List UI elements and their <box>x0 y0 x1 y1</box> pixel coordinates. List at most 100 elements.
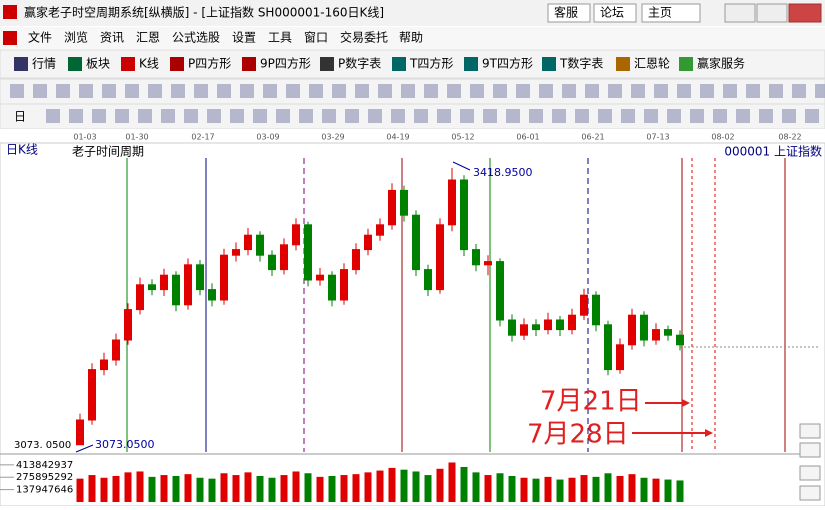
panel-label: 日K线 <box>6 143 38 157</box>
tool-icon <box>299 109 313 123</box>
volume-bar <box>532 478 540 502</box>
toolbar-icon <box>170 57 184 71</box>
toolbar-icon <box>679 57 693 71</box>
toolbar-item[interactable]: P四方形 <box>188 56 231 71</box>
tool-icon <box>470 84 484 98</box>
tool-icon <box>769 84 783 98</box>
volume-bar <box>496 473 504 502</box>
volume-bar <box>520 477 528 502</box>
candle-body <box>364 234 372 251</box>
candle-body <box>304 224 312 281</box>
menu-item[interactable]: 交易委托 <box>340 30 388 45</box>
tool-icon <box>253 109 267 123</box>
tool-icon <box>736 109 750 123</box>
tool-icon <box>56 84 70 98</box>
toolbar-item[interactable]: K线 <box>139 57 159 71</box>
close-button[interactable] <box>788 3 822 23</box>
chart-area <box>0 142 825 507</box>
volume-bar <box>196 477 204 502</box>
scroll-button[interactable] <box>799 485 821 501</box>
tool-icon <box>621 109 635 123</box>
candle-body <box>664 329 672 336</box>
scroll-button[interactable] <box>799 442 821 458</box>
toolbar-icon <box>320 57 334 71</box>
volume-bar <box>400 469 408 502</box>
toolbar-icon <box>14 57 28 71</box>
tool-icon <box>414 109 428 123</box>
volume-bar <box>232 475 240 502</box>
tool-icon <box>184 109 198 123</box>
volume-bar <box>448 462 456 502</box>
tool-icon <box>240 84 254 98</box>
scroll-button[interactable] <box>799 465 821 481</box>
tool-icon <box>332 84 346 98</box>
volume-bar <box>352 474 360 502</box>
tool-icon <box>815 84 825 98</box>
candle-body <box>460 179 468 251</box>
period-selector[interactable]: 日 <box>14 110 26 124</box>
tool-icon <box>608 84 622 98</box>
menu-item[interactable]: 设置 <box>232 31 256 45</box>
toolbar-item[interactable]: 9P四方形 <box>260 56 311 71</box>
toolbar-item[interactable]: 板块 <box>86 57 110 71</box>
toolbar-item[interactable]: P数字表 <box>338 56 381 71</box>
menu-item[interactable]: 工具 <box>268 31 292 45</box>
scroll-button[interactable] <box>799 423 821 439</box>
date-label: 05-12 <box>451 133 474 142</box>
date-label: 01-30 <box>125 133 148 142</box>
title-button[interactable] <box>593 3 637 23</box>
tool-icon <box>552 109 566 123</box>
tool-icon <box>529 109 543 123</box>
volume-bar <box>124 472 132 502</box>
restore-button[interactable] <box>756 3 788 23</box>
volume-bar <box>100 477 108 502</box>
tool-icon <box>322 109 336 123</box>
volume-bar <box>676 480 684 502</box>
toolbar-item[interactable]: 行情 <box>32 57 56 71</box>
toolbar-item[interactable]: 9T四方形 <box>482 56 533 71</box>
menu-item[interactable]: 公式选股 <box>172 31 220 45</box>
menu-item[interactable]: 帮助 <box>399 31 423 45</box>
candle-body <box>424 269 432 291</box>
tool-icon <box>723 84 737 98</box>
toolbar-item[interactable]: 汇恩轮 <box>634 57 670 71</box>
tool-icon <box>92 109 106 123</box>
volume-bar <box>628 474 636 502</box>
candle-body <box>472 249 480 266</box>
menu-item[interactable]: 窗口 <box>304 31 328 45</box>
tool-icon <box>33 84 47 98</box>
menu-item[interactable]: 汇恩 <box>136 31 160 45</box>
toolbar-item[interactable]: T数字表 <box>559 56 603 71</box>
candle-body <box>184 264 192 306</box>
tool-icon <box>207 109 221 123</box>
title-button[interactable] <box>547 3 591 23</box>
minimize-button[interactable] <box>724 3 756 23</box>
volume-bar <box>412 471 420 502</box>
candle-body <box>580 294 588 316</box>
candle-body <box>496 261 504 321</box>
menu-item[interactable]: 资讯 <box>100 31 124 45</box>
tool-icon <box>276 109 290 123</box>
menu-item[interactable]: 浏览 <box>64 30 88 45</box>
volume-tick-label: 137947646 <box>16 485 73 496</box>
title-button[interactable] <box>641 3 701 23</box>
candle-body <box>208 289 216 301</box>
tool-icon <box>171 84 185 98</box>
tool-icon <box>355 84 369 98</box>
arrowhead <box>682 399 690 407</box>
candle-body <box>328 274 336 301</box>
candle-body <box>148 284 156 291</box>
tool-icon <box>644 109 658 123</box>
volume-bar <box>76 478 84 502</box>
candle-body <box>388 189 396 226</box>
toolbar-item[interactable]: 赢家服务 <box>697 56 745 71</box>
volume-bar <box>172 475 180 502</box>
toolbar-item[interactable]: T四方形 <box>409 56 453 71</box>
candle-body <box>112 339 120 361</box>
volume-bar <box>568 477 576 502</box>
candle-body <box>556 319 564 331</box>
menu-item[interactable]: 文件 <box>28 30 52 45</box>
candle-body <box>508 319 516 336</box>
